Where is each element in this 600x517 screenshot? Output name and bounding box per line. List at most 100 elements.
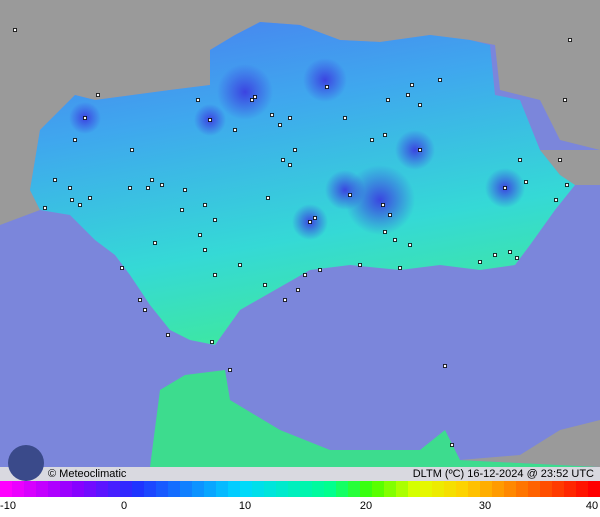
station xyxy=(180,208,184,212)
station xyxy=(383,230,387,234)
scale-step xyxy=(408,481,421,497)
station xyxy=(565,183,569,187)
scale-step xyxy=(336,481,349,497)
station xyxy=(73,138,77,142)
station xyxy=(263,283,267,287)
scale-step xyxy=(456,481,469,497)
scale-step xyxy=(468,481,481,497)
station xyxy=(568,38,572,42)
station xyxy=(153,241,157,245)
scale-step xyxy=(420,481,433,497)
station xyxy=(53,178,57,182)
scale-step xyxy=(288,481,301,497)
cold-spot xyxy=(217,64,273,120)
logo xyxy=(8,445,44,481)
scale-step xyxy=(432,481,445,497)
scale-step xyxy=(36,481,49,497)
station xyxy=(238,263,242,267)
scale-step xyxy=(204,481,217,497)
scale-label: 30 xyxy=(479,500,491,512)
station xyxy=(288,116,292,120)
cold-spot xyxy=(395,130,435,170)
scale-step xyxy=(276,481,289,497)
station xyxy=(296,288,300,292)
station xyxy=(83,116,87,120)
scale-step xyxy=(444,481,457,497)
scale-step xyxy=(96,481,109,497)
station xyxy=(515,256,519,260)
scale-step xyxy=(360,481,373,497)
scale-label: 20 xyxy=(360,500,372,512)
station xyxy=(146,186,150,190)
scale-step xyxy=(324,481,337,497)
station xyxy=(203,248,207,252)
station xyxy=(406,93,410,97)
station xyxy=(318,268,322,272)
scale-step xyxy=(240,481,253,497)
cold-spot xyxy=(303,58,347,102)
footer-bar xyxy=(0,467,600,481)
scale-step xyxy=(492,481,505,497)
station xyxy=(288,163,292,167)
scale-step xyxy=(228,481,241,497)
station xyxy=(408,243,412,247)
station xyxy=(43,206,47,210)
station xyxy=(283,298,287,302)
scale-step xyxy=(180,481,193,497)
station xyxy=(203,203,207,207)
station xyxy=(503,186,507,190)
station xyxy=(370,138,374,142)
station xyxy=(68,186,72,190)
station xyxy=(438,78,442,82)
scale-step xyxy=(72,481,85,497)
station xyxy=(450,443,454,447)
scale-step xyxy=(348,481,361,497)
station xyxy=(183,188,187,192)
station xyxy=(213,218,217,222)
caption: DLTM (ºC) 16-12-2024 @ 23:52 UTC xyxy=(413,468,594,480)
station xyxy=(508,250,512,254)
station xyxy=(418,148,422,152)
station xyxy=(270,113,274,117)
scale-step xyxy=(0,481,13,497)
station xyxy=(348,193,352,197)
station xyxy=(386,98,390,102)
station xyxy=(210,340,214,344)
station xyxy=(228,368,232,372)
scale-step xyxy=(60,481,73,497)
station xyxy=(281,158,285,162)
spain-land xyxy=(0,0,600,225)
stations xyxy=(13,28,572,447)
station xyxy=(493,253,497,257)
station xyxy=(554,198,558,202)
station xyxy=(130,148,134,152)
scale-label-strip xyxy=(0,497,600,517)
scale-step xyxy=(24,481,37,497)
scale-step xyxy=(192,481,205,497)
station xyxy=(518,158,522,162)
scale-step xyxy=(300,481,313,497)
station xyxy=(13,28,17,32)
scale-step xyxy=(480,481,493,497)
station xyxy=(96,93,100,97)
station xyxy=(233,128,237,132)
station xyxy=(325,85,329,89)
scale-labels: -10 0 10 20 30 40 xyxy=(0,500,598,512)
andalusia xyxy=(30,22,575,345)
station xyxy=(383,133,387,137)
scale-step xyxy=(12,481,25,497)
station xyxy=(278,123,282,127)
station xyxy=(143,308,147,312)
scale-step xyxy=(84,481,97,497)
scale-step xyxy=(372,481,385,497)
scale-step xyxy=(132,481,145,497)
station xyxy=(524,180,528,184)
station xyxy=(198,233,202,237)
station xyxy=(253,95,257,99)
station xyxy=(208,118,212,122)
scale-step xyxy=(216,481,229,497)
morocco xyxy=(150,370,600,467)
scale-step xyxy=(588,481,600,497)
scale-step xyxy=(264,481,277,497)
